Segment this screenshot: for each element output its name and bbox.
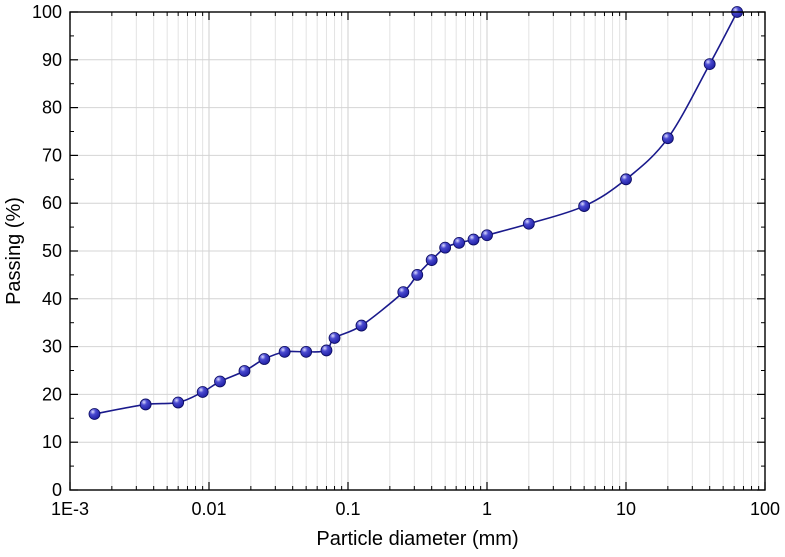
data-points-layer xyxy=(88,6,744,420)
data-point xyxy=(661,132,674,145)
x-tick-label: 1 xyxy=(482,499,492,519)
y-tick-label: 90 xyxy=(42,50,62,70)
data-point xyxy=(453,236,466,249)
y-tick-label: 20 xyxy=(42,384,62,404)
data-point xyxy=(139,398,152,411)
y-tick-label: 80 xyxy=(42,98,62,118)
y-tick-label: 50 xyxy=(42,241,62,261)
data-point xyxy=(328,332,341,344)
data-point xyxy=(196,386,209,398)
x-tick-label: 0.01 xyxy=(191,499,226,519)
data-point xyxy=(481,229,493,242)
y-axis-title: Passing (%) xyxy=(3,197,25,305)
y-tick-label: 10 xyxy=(42,432,62,452)
y-tick-label: 70 xyxy=(42,145,62,165)
data-point xyxy=(320,344,333,357)
y-tick-label: 40 xyxy=(42,289,62,309)
x-tick-label: 10 xyxy=(616,499,636,519)
data-point xyxy=(425,254,438,266)
x-tick-label: 0.1 xyxy=(335,499,360,519)
y-tick-label: 0 xyxy=(52,480,62,500)
data-point xyxy=(88,408,101,420)
data-point xyxy=(214,375,226,388)
data-point xyxy=(703,58,716,71)
data-point xyxy=(300,345,313,358)
grid-layer xyxy=(69,11,766,491)
y-tick-label: 100 xyxy=(32,2,62,22)
data-point xyxy=(467,233,480,246)
data-point xyxy=(355,319,368,332)
data-point xyxy=(522,217,535,230)
data-point xyxy=(258,353,271,365)
data-point xyxy=(238,365,251,377)
data-point xyxy=(411,268,424,281)
series-line xyxy=(94,11,738,415)
x-tick-label: 100 xyxy=(750,499,780,519)
data-point xyxy=(578,200,591,212)
data-point xyxy=(172,396,185,409)
y-tick-label: 30 xyxy=(42,337,62,357)
data-point xyxy=(439,241,452,254)
y-tick-label: 60 xyxy=(42,193,62,213)
x-axis-title: Particle diameter (mm) xyxy=(316,528,518,550)
plot-frame xyxy=(69,11,766,491)
tick-labels-layer: 1E-3 0.01 0.1 1 10 100 0 10 20 30 40 50 60 70 80 90 100 xyxy=(32,2,780,519)
data-point xyxy=(278,345,291,358)
data-point xyxy=(397,286,410,299)
data-point xyxy=(620,173,632,186)
x-tick-label: 1E-3 xyxy=(51,499,89,519)
